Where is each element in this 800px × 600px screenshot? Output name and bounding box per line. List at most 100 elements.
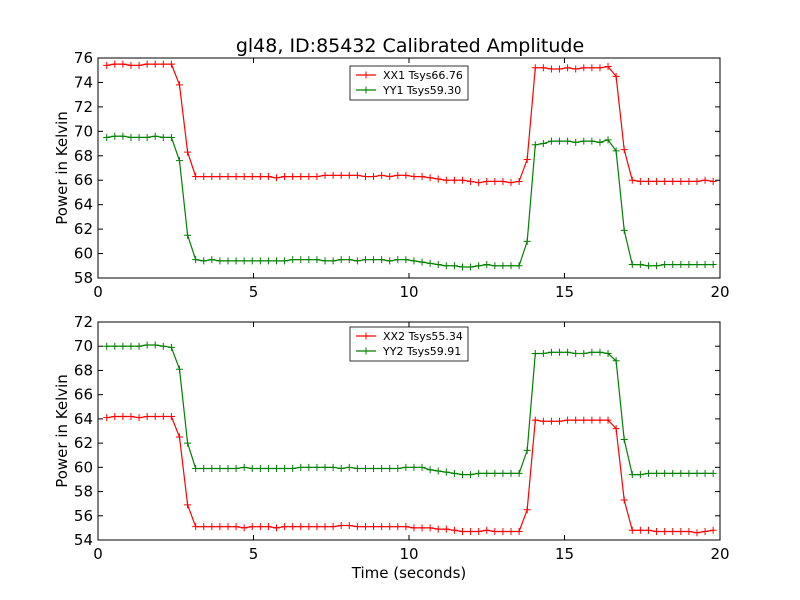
data-point bbox=[208, 256, 216, 264]
data-point bbox=[151, 412, 159, 420]
data-point bbox=[313, 463, 321, 471]
data-point bbox=[636, 261, 644, 269]
data-point bbox=[547, 137, 555, 145]
data-point bbox=[216, 257, 224, 265]
data-point bbox=[200, 465, 208, 473]
data-point bbox=[281, 523, 289, 531]
data-point bbox=[572, 416, 580, 424]
data-point bbox=[709, 177, 717, 185]
data-point bbox=[143, 412, 151, 420]
data-point bbox=[289, 465, 297, 473]
data-point bbox=[216, 465, 224, 473]
data-point bbox=[184, 439, 192, 447]
legend-label: YY1 Tsys59.30 bbox=[382, 84, 461, 97]
x-tick-label: 20 bbox=[710, 545, 729, 563]
data-point bbox=[248, 257, 256, 265]
data-point bbox=[378, 465, 386, 473]
y-tick-label: 76 bbox=[74, 49, 93, 67]
data-point bbox=[620, 226, 628, 234]
data-point bbox=[184, 148, 192, 156]
data-point bbox=[693, 261, 701, 269]
data-point bbox=[281, 173, 289, 181]
data-point bbox=[596, 64, 604, 72]
data-point bbox=[661, 528, 669, 536]
data-point bbox=[580, 137, 588, 145]
data-point bbox=[329, 257, 337, 265]
data-point bbox=[677, 528, 685, 536]
data-point bbox=[450, 176, 458, 184]
series-line bbox=[106, 344, 714, 476]
data-point bbox=[685, 469, 693, 477]
data-point bbox=[572, 349, 580, 357]
data-point bbox=[119, 412, 127, 420]
data-point bbox=[135, 133, 143, 141]
data-point bbox=[200, 257, 208, 265]
data-point bbox=[256, 173, 264, 181]
data-point bbox=[289, 523, 297, 531]
data-point bbox=[442, 176, 450, 184]
data-point bbox=[531, 141, 539, 149]
data-point bbox=[321, 523, 329, 531]
data-point bbox=[653, 177, 661, 185]
data-point bbox=[410, 173, 418, 181]
data-point bbox=[353, 465, 361, 473]
data-point bbox=[580, 64, 588, 72]
data-point bbox=[507, 262, 515, 270]
data-point bbox=[547, 65, 555, 73]
data-point bbox=[467, 471, 475, 479]
data-point bbox=[119, 132, 127, 140]
data-point bbox=[240, 257, 248, 265]
data-point bbox=[701, 528, 709, 536]
data-point bbox=[458, 528, 466, 536]
data-point bbox=[111, 132, 119, 140]
data-point bbox=[167, 412, 175, 420]
data-point bbox=[192, 256, 200, 264]
data-point bbox=[256, 465, 264, 473]
data-point bbox=[426, 466, 434, 474]
data-point bbox=[378, 256, 386, 264]
data-point bbox=[224, 465, 232, 473]
data-point bbox=[361, 173, 369, 181]
data-point bbox=[329, 463, 337, 471]
data-point bbox=[159, 342, 167, 350]
data-point bbox=[475, 528, 483, 536]
data-point bbox=[256, 257, 264, 265]
data-point bbox=[378, 523, 386, 531]
data-point bbox=[556, 137, 564, 145]
data-point bbox=[297, 256, 305, 264]
data-point bbox=[677, 261, 685, 269]
data-point bbox=[321, 463, 329, 471]
data-point bbox=[499, 262, 507, 270]
data-point bbox=[386, 465, 394, 473]
legend-label: XX2 Tsys55.34 bbox=[383, 330, 463, 343]
data-point bbox=[167, 60, 175, 68]
data-point bbox=[111, 342, 119, 350]
data-point bbox=[491, 177, 499, 185]
y-axis-label: Power in Kelvin bbox=[53, 374, 71, 488]
y-tick-label: 64 bbox=[74, 410, 93, 428]
data-point bbox=[596, 348, 604, 356]
data-point bbox=[701, 261, 709, 269]
data-point bbox=[547, 417, 555, 425]
data-point bbox=[345, 521, 353, 529]
data-point bbox=[483, 469, 491, 477]
data-point bbox=[434, 467, 442, 475]
data-point bbox=[556, 348, 564, 356]
legend-box bbox=[349, 65, 469, 101]
y-tick-label: 66 bbox=[74, 171, 93, 189]
data-point bbox=[353, 171, 361, 179]
data-point bbox=[208, 523, 216, 531]
data-point bbox=[200, 173, 208, 181]
data-point bbox=[361, 465, 369, 473]
data-point bbox=[709, 526, 717, 534]
data-point bbox=[475, 179, 483, 187]
data-point bbox=[394, 465, 402, 473]
series-line bbox=[106, 135, 714, 268]
data-point bbox=[515, 469, 523, 477]
data-point bbox=[620, 146, 628, 154]
data-point bbox=[151, 341, 159, 349]
data-point bbox=[151, 60, 159, 68]
data-point bbox=[386, 173, 394, 181]
data-point bbox=[175, 433, 183, 441]
data-point bbox=[402, 171, 410, 179]
